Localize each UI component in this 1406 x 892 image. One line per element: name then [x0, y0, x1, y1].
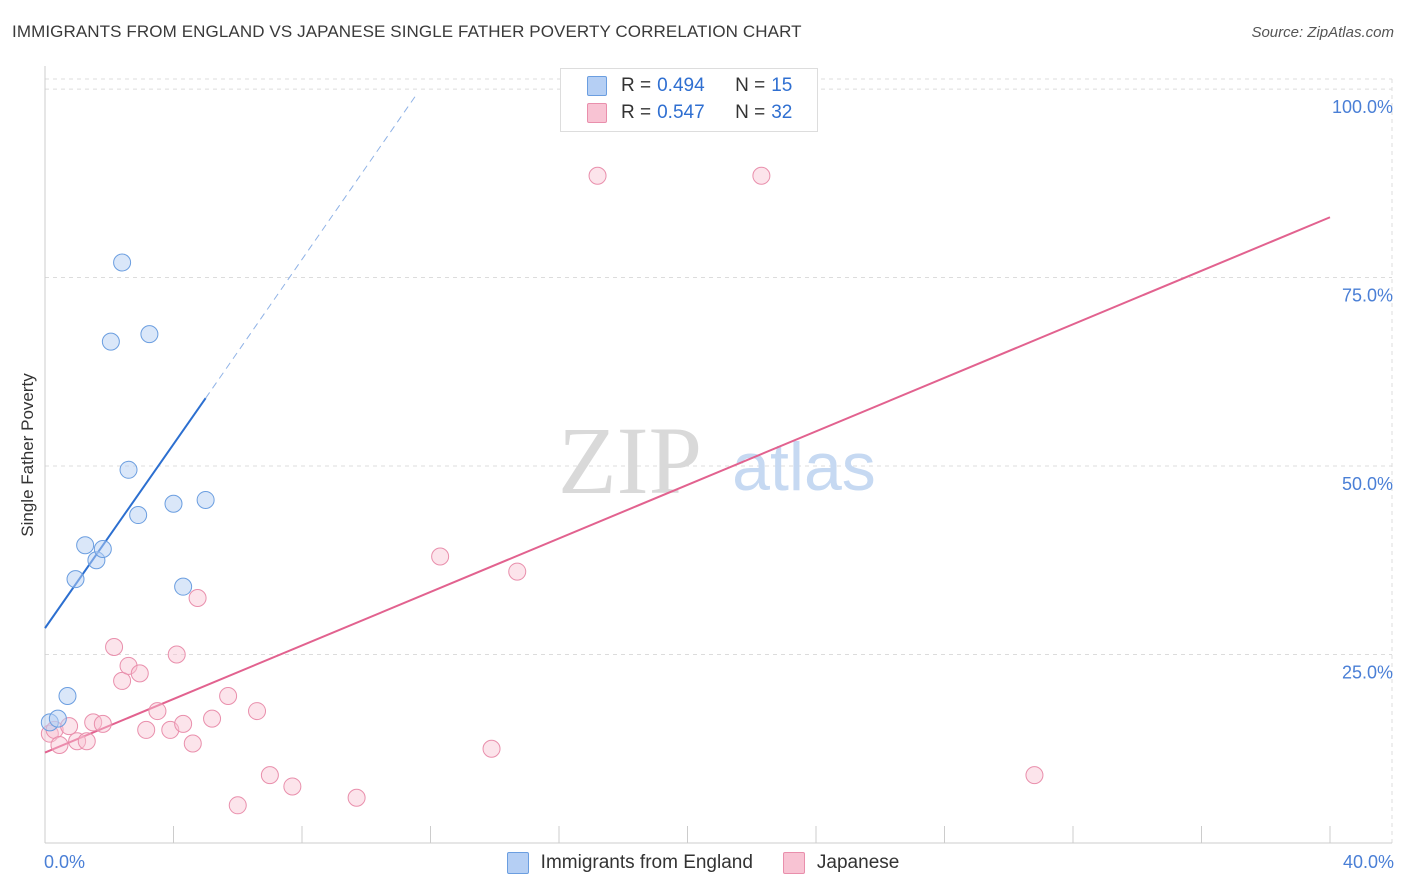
japanese-point[interactable]: [148, 702, 167, 721]
legend-item-england[interactable]: Immigrants from England: [506, 852, 753, 874]
japanese-trend-line: [44, 216, 1331, 754]
japanese-legend-label: Japanese: [816, 852, 900, 873]
source-label: Source: ZipAtlas.com: [1251, 24, 1394, 41]
england-point[interactable]: [113, 253, 132, 272]
japanese-point[interactable]: [84, 713, 103, 732]
japanese-point[interactable]: [137, 720, 156, 739]
england-point[interactable]: [129, 506, 148, 525]
japanese-point[interactable]: [119, 656, 138, 675]
england-point[interactable]: [76, 536, 95, 555]
england-point[interactable]: [196, 490, 215, 509]
japanese-point[interactable]: [130, 664, 149, 683]
watermark-zip: ZIP: [558, 407, 702, 514]
japanese-point[interactable]: [431, 547, 450, 566]
trend-lines: [44, 92, 1331, 754]
england-n-value: 15: [771, 75, 793, 96]
japanese-point[interactable]: [93, 714, 112, 733]
japanese-point[interactable]: [167, 645, 186, 664]
england-trend-extension: [205, 92, 419, 399]
legend-item-japanese[interactable]: Japanese: [782, 852, 900, 874]
japanese-point[interactable]: [482, 739, 501, 758]
legend-row-japanese: R = 0.547 N = 32: [587, 101, 792, 125]
japanese-point[interactable]: [188, 588, 207, 607]
japanese-point[interactable]: [105, 637, 124, 656]
y-tick-label: 100.0%: [1332, 97, 1393, 117]
japanese-point[interactable]: [752, 166, 771, 185]
england-point[interactable]: [174, 577, 193, 596]
england-point[interactable]: [164, 494, 183, 513]
japanese-point[interactable]: [183, 734, 202, 753]
england-n-label: N =: [735, 75, 766, 96]
x-tick-label-min: 0.0%: [44, 852, 86, 872]
japanese-r-value: 0.547: [657, 102, 705, 123]
england-point[interactable]: [140, 325, 159, 344]
england-legend-swatch: [506, 852, 529, 874]
japanese-point[interactable]: [219, 686, 238, 705]
japanese-point[interactable]: [347, 788, 366, 807]
japanese-point[interactable]: [1025, 766, 1044, 785]
x-tick-label-max: 40.0%: [1342, 852, 1394, 872]
japanese-point[interactable]: [113, 671, 132, 690]
japanese-point[interactable]: [203, 709, 222, 728]
y-tick-label: 25.0%: [1342, 663, 1393, 683]
england-point[interactable]: [48, 709, 67, 728]
england-point[interactable]: [101, 332, 120, 351]
england-r-label: R =: [621, 75, 652, 96]
england-point[interactable]: [119, 460, 138, 479]
watermark: ZIP atlas: [558, 407, 876, 514]
japanese-point[interactable]: [77, 732, 96, 751]
watermark-atlas: atlas: [732, 429, 876, 505]
data-points: [40, 80, 1044, 815]
japanese-point[interactable]: [174, 714, 193, 733]
england-trend-line: [44, 397, 207, 629]
japanese-point[interactable]: [508, 562, 527, 581]
england-point[interactable]: [93, 539, 112, 558]
grid-lines: [45, 78, 1393, 843]
legend-row-england: R = 0.494 N = 15: [587, 74, 792, 98]
england-legend-label: Immigrants from England: [540, 852, 753, 873]
japanese-point[interactable]: [283, 777, 302, 796]
england-point[interactable]: [58, 686, 77, 705]
england-r-value: 0.494: [657, 75, 705, 96]
japanese-point[interactable]: [260, 766, 279, 785]
japanese-n-value: 32: [771, 102, 793, 123]
japanese-point[interactable]: [228, 796, 247, 815]
y-axis-label: Single Father Poverty: [18, 373, 37, 537]
y-tick-labels: 25.0% 50.0% 75.0% 100.0%: [1332, 97, 1393, 682]
japanese-point[interactable]: [68, 732, 87, 751]
axes: [44, 66, 1392, 844]
england-swatch: [587, 76, 607, 96]
japanese-swatch: [587, 103, 607, 123]
japanese-point[interactable]: [248, 702, 267, 721]
chart-title: IMMIGRANTS FROM ENGLAND VS JAPANESE SING…: [12, 22, 802, 41]
japanese-n-label: N =: [735, 102, 766, 123]
japanese-r-label: R =: [621, 102, 652, 123]
series-legend: Immigrants from England Japanese: [0, 852, 1406, 874]
y-tick-label: 50.0%: [1342, 474, 1393, 494]
japanese-point[interactable]: [588, 166, 607, 185]
japanese-point[interactable]: [50, 735, 69, 754]
england-point[interactable]: [66, 570, 85, 589]
japanese-legend-swatch: [782, 852, 805, 874]
stats-legend: R = 0.494 N = 15 R = 0.547 N = 32: [560, 68, 818, 132]
y-tick-label: 75.0%: [1342, 286, 1393, 306]
